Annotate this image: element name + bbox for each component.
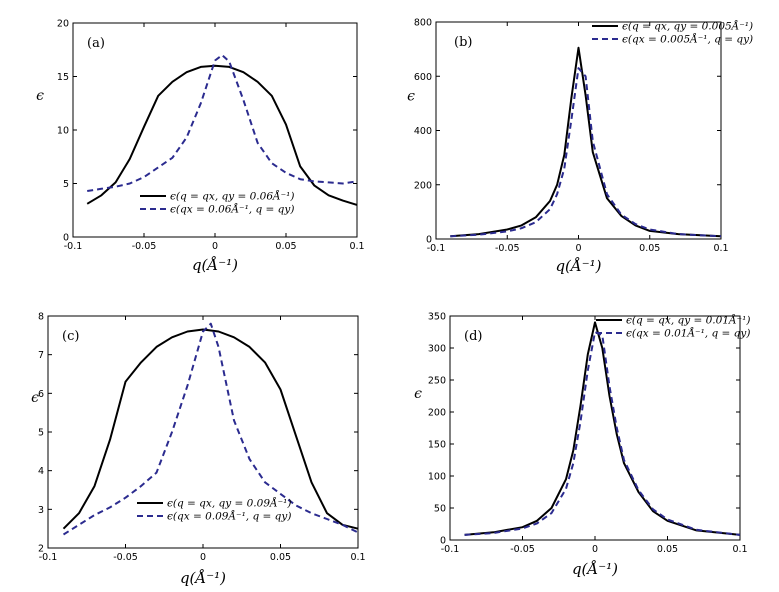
x-tick-label: -0.1: [441, 544, 460, 555]
x-axis-label: q(Å⁻¹): [572, 560, 618, 578]
y-tick-label: 3: [38, 505, 44, 516]
y-tick-label: 8: [38, 312, 44, 323]
series-line-1: [86, 64, 358, 206]
series-line-1: [62, 328, 359, 530]
y-tick-label: 5: [38, 428, 44, 439]
y-tick-label: 350: [428, 312, 446, 323]
series-line-2: [464, 331, 741, 536]
chart-panel-3: -0.1 -0.05 0 0.05 0.1 2 3 4 5 6 7 8 (c) ϵ(q = qx, qy …: [31, 312, 365, 588]
legend-entry-1: ϵ(q = qx, qy = 0.06Å⁻¹): [170, 189, 294, 203]
legend-entry-2: ϵ(qx = 0.01Å⁻¹, q = qy): [626, 326, 750, 340]
x-tick-label: 0: [212, 241, 218, 252]
x-tick-label: 0.05: [275, 241, 296, 252]
y-tick-label: 5: [63, 179, 69, 190]
x-tick-label: 0.05: [657, 544, 678, 555]
series-line-2: [450, 67, 722, 238]
series-line-1: [450, 46, 722, 238]
x-tick-label: -0.05: [510, 544, 535, 555]
x-tick-label: -0.05: [495, 243, 520, 254]
y-tick-label: 800: [414, 18, 432, 29]
y-tick-label: 4: [38, 466, 44, 477]
legend-entry-2: ϵ(qx = 0.06Å⁻¹, q = qy): [170, 202, 294, 216]
y-axis-label: ϵ: [31, 390, 39, 406]
y-tick-label: 0: [63, 233, 69, 244]
legend: ϵ(q = qx, qy = 0.005Å⁻¹)ϵ(qx = 0.005Å⁻¹,…: [592, 19, 753, 46]
y-tick-label: 6: [38, 389, 44, 400]
chart-panel-1: -0.1 -0.05 0 0.05 0.1 0 5 10 15 20 (a) ϵ(q = qx, qy…: [36, 19, 364, 275]
legend: ϵ(q = qx, qy = 0.06Å⁻¹)ϵ(qx = 0.06Å⁻¹, q…: [140, 189, 294, 216]
series-line-2: [87, 54, 358, 192]
y-tick-label: 15: [57, 72, 69, 83]
legend-entry-1: ϵ(q = qx, qy = 0.09Å⁻¹): [167, 496, 291, 510]
y-tick-label: 7: [38, 350, 44, 361]
x-tick-label: -0.1: [39, 552, 58, 563]
legend-entry-2: ϵ(qx = 0.005Å⁻¹, q = qy): [622, 32, 753, 46]
y-tick-label: 200: [414, 180, 432, 191]
axes-box: [449, 315, 741, 541]
x-tick-label: -0.05: [113, 552, 138, 563]
axes-box: [47, 315, 359, 549]
panel-label: (c): [62, 329, 79, 344]
x-tick-label: 0.05: [270, 552, 291, 563]
x-axis-label: q(Å⁻¹): [555, 257, 601, 275]
panel-label: (a): [87, 36, 105, 51]
axes-box: [435, 21, 722, 240]
x-tick-label: 0.1: [732, 544, 747, 555]
x-axis-label: q(Å⁻¹): [192, 256, 238, 274]
y-axis-label: ϵ: [407, 89, 415, 105]
panel-label: (d): [464, 329, 482, 344]
series-line-2: [62, 322, 359, 536]
y-axis-label: ϵ: [36, 88, 44, 104]
y-tick-label: 400: [414, 126, 432, 137]
x-axis-label: q(Å⁻¹): [180, 569, 226, 587]
legend-entry-2: ϵ(qx = 0.09Å⁻¹, q = qy): [167, 509, 291, 523]
x-tick-label: 0.1: [349, 241, 364, 252]
legend: ϵ(q = qx, qy = 0.09Å⁻¹)ϵ(qx = 0.09Å⁻¹, q…: [137, 496, 291, 523]
y-tick-label: 150: [428, 440, 446, 451]
x-tick-label: -0.1: [427, 243, 446, 254]
x-tick-label: 0.05: [639, 243, 660, 254]
y-tick-label: 300: [428, 344, 446, 355]
x-tick-label: 0: [200, 552, 206, 563]
x-tick-label: 0.1: [350, 552, 365, 563]
legend-entry-1: ϵ(q = qx, qy = 0.005Å⁻¹): [622, 19, 753, 33]
y-tick-label: 10: [57, 126, 69, 137]
y-tick-label: 0: [426, 235, 432, 246]
y-tick-label: 200: [428, 408, 446, 419]
y-tick-label: 20: [57, 19, 69, 30]
x-tick-label: 0: [592, 544, 598, 555]
legend: ϵ(q = qx, qy = 0.01Å⁻¹)ϵ(qx = 0.01Å⁻¹, q…: [596, 313, 750, 340]
x-tick-label: 0: [575, 243, 581, 254]
x-tick-label: -0.05: [132, 241, 157, 252]
y-tick-label: 250: [428, 376, 446, 387]
y-tick-label: 100: [428, 472, 446, 483]
y-axis-label: ϵ: [414, 386, 422, 402]
chart-panel-4: -0.1 -0.05 0 0.05 0.1 0 50 100 150 200 250 300 350 (d…: [414, 312, 750, 579]
series-line-1: [464, 321, 741, 536]
axes-box: [72, 22, 358, 238]
chart-panel-2: -0.1 -0.05 0 0.05 0.1 0 200 400 600 800 (b) ϵ(q = q…: [407, 18, 753, 276]
y-tick-label: 50: [434, 504, 446, 515]
legend-entry-1: ϵ(q = qx, qy = 0.01Å⁻¹): [626, 313, 750, 327]
y-tick-label: 0: [440, 536, 446, 547]
y-tick-label: 2: [38, 544, 44, 555]
panel-label: (b): [454, 35, 472, 50]
x-tick-label: -0.1: [64, 241, 83, 252]
y-tick-label: 600: [414, 72, 432, 83]
x-tick-label: 0.1: [713, 243, 728, 254]
